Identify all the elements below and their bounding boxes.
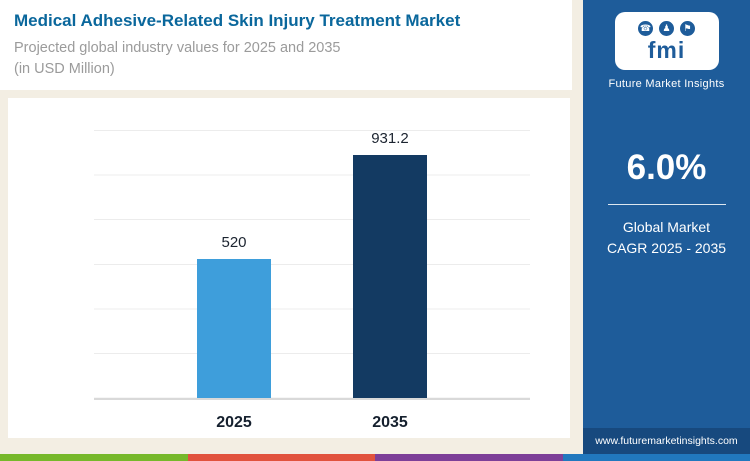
chart-subtitle: Projected global industry values for 202… (14, 40, 341, 56)
stripe-purple (375, 454, 563, 461)
x-axis-label-2035: 2035 (372, 414, 408, 431)
phone-icon: ☎ (638, 20, 653, 36)
website-link[interactable]: www.futuremarketinsights.com (583, 428, 750, 454)
stripe-orange (187, 454, 375, 461)
bar-group-2025: 520 2025 (197, 130, 271, 431)
chart-header: Medical Adhesive-Related Skin Injury Tre… (0, 0, 572, 90)
chart-card: 520 2025 931.2 2035 (8, 98, 570, 438)
flag-icon: ⚑ (680, 20, 695, 36)
cagr-value: 6.0% (626, 148, 707, 187)
chart-units: (in USD Million) (14, 61, 115, 78)
bar-value-label: 520 (221, 233, 247, 251)
logo-icon-row: ☎ ♟ ⚑ (638, 20, 695, 36)
cagr-label-line1: Global Market (622, 219, 711, 235)
footer-color-stripe (0, 454, 750, 461)
logo-text: fmi (647, 36, 686, 63)
divider (607, 204, 726, 205)
x-axis-label-2025: 2025 (216, 414, 252, 431)
brand-sidebar: ☎ ♟ ⚑ fmi Future Market Insights 6.0% Gl… (583, 0, 750, 461)
brand-name: Future Market Insights (608, 78, 725, 90)
bar-value-label: 931.2 (371, 130, 409, 147)
cagr-label: Global Market CAGR 2025 - 2035 (607, 217, 726, 259)
page-title: Medical Adhesive-Related Skin Injury Tre… (14, 11, 461, 30)
bar-group-2035: 931.2 2035 (353, 130, 427, 431)
fmi-logo: ☎ ♟ ⚑ fmi (614, 12, 719, 70)
stripe-green (0, 454, 188, 461)
cagr-label-line2: CAGR 2025 - 2035 (606, 240, 727, 256)
stripe-blue (562, 454, 750, 461)
people-icon: ♟ (659, 20, 674, 36)
bar-2035 (353, 155, 427, 398)
bar-2025 (197, 258, 271, 398)
bar-chart: 520 2025 931.2 2035 (94, 130, 530, 431)
